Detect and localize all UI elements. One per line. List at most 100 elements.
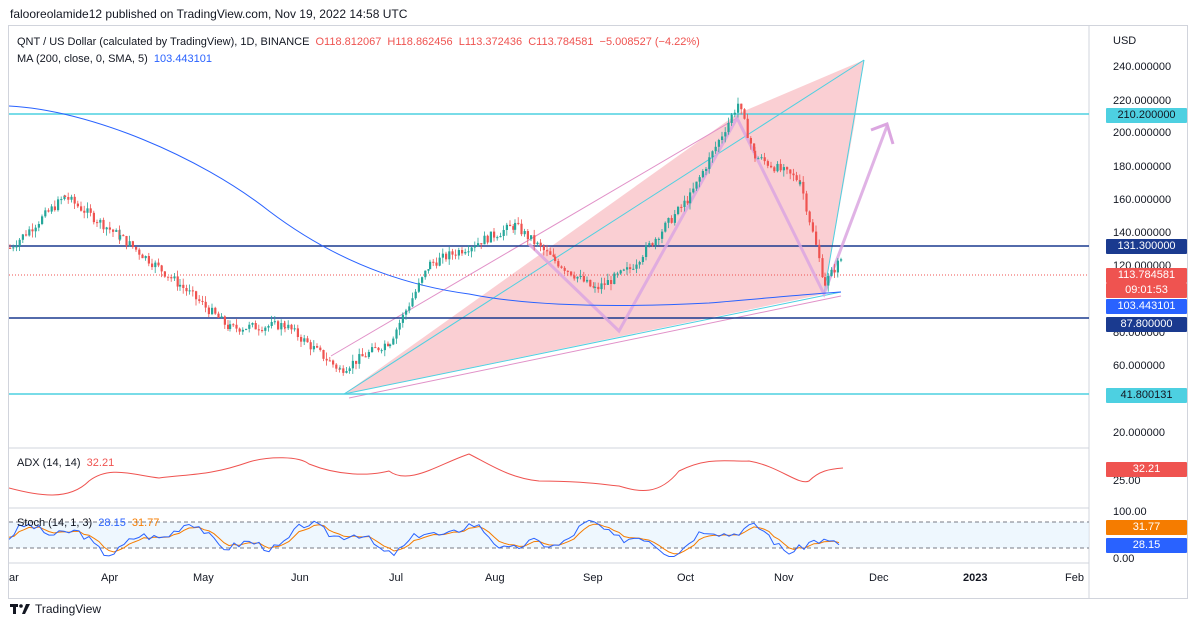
candle-body — [429, 261, 432, 270]
candle-body — [280, 323, 283, 330]
candle-body — [76, 203, 79, 207]
ma-value: 103.443101 — [153, 53, 213, 65]
candle-body — [654, 238, 657, 246]
candle-body — [754, 150, 757, 159]
time-label-nov: Nov — [774, 572, 794, 584]
candle-body — [533, 235, 536, 245]
candle-body — [53, 206, 56, 211]
candle-body — [808, 211, 811, 223]
candle-body — [600, 283, 603, 290]
candle-body — [789, 169, 792, 174]
wedge-lower-line — [343, 291, 842, 395]
badge-level-87: 87.800000 — [1106, 317, 1187, 332]
badge-adx: 32.21 — [1106, 462, 1187, 477]
candle-body — [579, 275, 582, 277]
candle-body — [348, 368, 351, 371]
candle-body — [483, 235, 486, 245]
candle-body — [277, 321, 280, 330]
candle-body — [64, 195, 67, 198]
candle-body — [207, 307, 210, 315]
candle-body — [96, 222, 99, 224]
candle-body — [792, 173, 795, 176]
candle-body — [70, 196, 73, 200]
candle-body — [757, 158, 760, 160]
candle-body — [223, 316, 226, 325]
candle-body — [746, 118, 749, 138]
stoch-band — [9, 522, 1089, 548]
candle-body — [464, 251, 467, 254]
candle-body — [405, 310, 408, 315]
price-label-180: 180.000000 — [1113, 161, 1171, 173]
candle-body — [138, 249, 141, 255]
stoch-d-value: 31.77 — [131, 517, 160, 529]
candle-body — [589, 279, 592, 287]
symbol-title: QNT / US Dollar (calculated by TradingVi… — [17, 36, 310, 48]
candle-body — [248, 324, 251, 329]
candle-body — [173, 276, 176, 279]
candle-body — [657, 238, 660, 240]
candle-body — [815, 231, 818, 245]
time-label-apr: Apr — [101, 572, 118, 584]
candle-body — [322, 349, 325, 359]
candle-body — [328, 360, 331, 362]
candle-body — [840, 259, 843, 261]
candle-body — [661, 231, 664, 239]
candle-body — [245, 328, 248, 330]
candle-body — [727, 122, 730, 133]
candle-body — [351, 360, 354, 369]
candle-body — [717, 140, 720, 147]
candle-body — [383, 343, 386, 351]
candle-body — [21, 234, 24, 240]
candle-body — [616, 273, 619, 275]
time-label-mar: ar — [9, 572, 19, 584]
candle-body — [714, 146, 717, 152]
candle-body — [480, 243, 483, 245]
candle-body — [300, 337, 303, 342]
candle-body — [273, 321, 276, 323]
candle-body — [539, 242, 542, 247]
candle-body — [325, 358, 328, 361]
time-axis: ar Apr May Jun Jul Aug Sep Oct Nov Dec 2… — [9, 572, 1084, 584]
candle-body — [128, 241, 131, 246]
candle-body — [461, 250, 464, 254]
candle-body — [594, 286, 597, 288]
candles-group — [9, 97, 843, 376]
candle-body — [306, 338, 309, 343]
candle-body — [445, 253, 448, 260]
candle-body — [241, 329, 244, 332]
candle-body — [592, 286, 595, 288]
candle-body — [570, 271, 573, 276]
candle-body — [44, 210, 47, 217]
candle-body — [486, 235, 489, 243]
tradingview-logo-icon — [10, 604, 30, 614]
badge-level-41: 41.800131 — [1106, 388, 1187, 403]
candle-body — [283, 323, 286, 328]
candle-body — [651, 243, 654, 246]
candle-body — [680, 206, 683, 208]
candle-body — [60, 199, 63, 201]
badge-countdown: 09:01:53 — [1106, 283, 1187, 298]
price-chart[interactable]: USD 240.000000 220.000000 200.000000 180… — [9, 26, 1187, 598]
candle-body — [122, 235, 125, 237]
candle-body — [689, 192, 692, 204]
candle-body — [576, 276, 579, 279]
candle-body — [740, 103, 743, 110]
price-label-20: 20.000000 — [1113, 427, 1165, 439]
candle-body — [201, 300, 204, 302]
candle-body — [830, 269, 833, 277]
candle-body — [63, 195, 66, 200]
chart-frame[interactable]: USD 240.000000 220.000000 200.000000 180… — [8, 25, 1188, 599]
candle-body — [115, 230, 118, 232]
candle-body — [802, 181, 805, 194]
candle-body — [502, 229, 505, 236]
candle-body — [424, 270, 427, 278]
candle-body — [147, 256, 150, 264]
candle-body — [9, 247, 12, 249]
candle-body — [191, 290, 194, 292]
candle-body — [18, 239, 21, 246]
candle-body — [795, 175, 798, 181]
adx-value: 32.21 — [86, 457, 115, 469]
candle-body — [83, 210, 86, 213]
candle-body — [144, 256, 147, 259]
candle-body — [47, 210, 50, 212]
